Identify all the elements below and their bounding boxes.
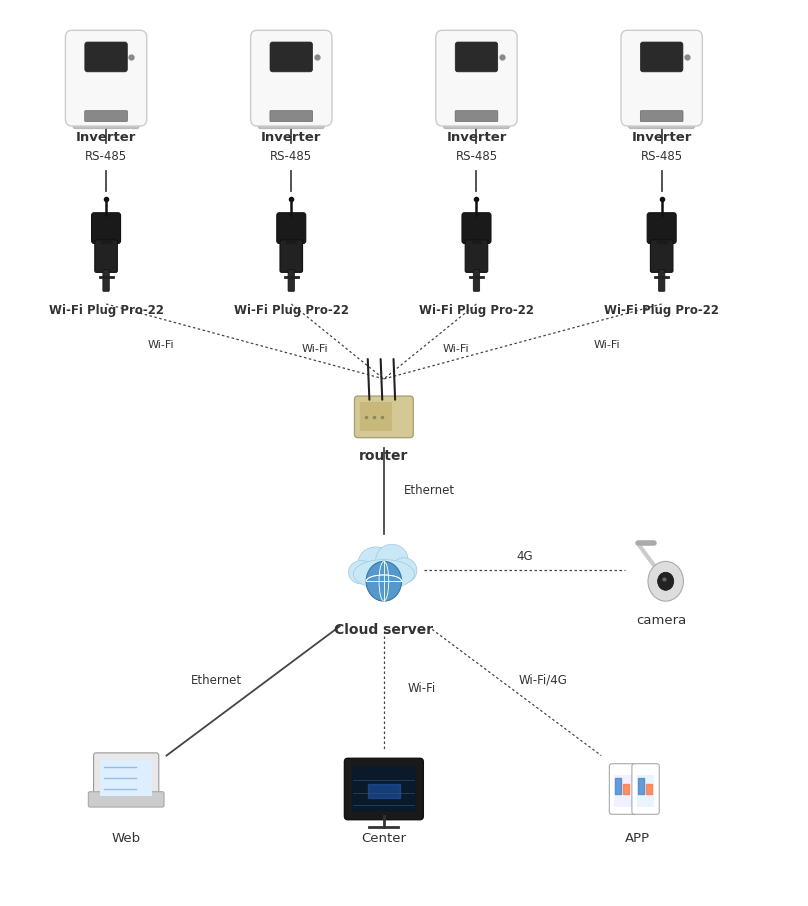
FancyBboxPatch shape xyxy=(100,760,153,796)
FancyBboxPatch shape xyxy=(277,213,305,244)
Text: RS-485: RS-485 xyxy=(456,149,498,162)
FancyBboxPatch shape xyxy=(621,30,702,126)
FancyBboxPatch shape xyxy=(270,42,313,72)
Text: Wi-Fi: Wi-Fi xyxy=(594,340,621,350)
FancyBboxPatch shape xyxy=(629,112,695,129)
Text: Ethernet: Ethernet xyxy=(191,674,242,687)
Ellipse shape xyxy=(376,545,408,575)
FancyBboxPatch shape xyxy=(103,270,109,292)
Text: 4G: 4G xyxy=(516,550,533,564)
Text: Inverter: Inverter xyxy=(76,130,137,143)
Text: Web: Web xyxy=(112,833,141,845)
FancyBboxPatch shape xyxy=(351,766,416,812)
Text: Wi-Fi: Wi-Fi xyxy=(302,344,329,354)
Text: router: router xyxy=(360,449,409,463)
Text: Wi-Fi Plug Pro-22: Wi-Fi Plug Pro-22 xyxy=(419,304,534,317)
FancyBboxPatch shape xyxy=(250,30,332,126)
Text: Wi-Fi Plug Pro-22: Wi-Fi Plug Pro-22 xyxy=(48,304,163,317)
FancyBboxPatch shape xyxy=(65,30,147,126)
Circle shape xyxy=(648,562,684,601)
FancyBboxPatch shape xyxy=(288,270,294,292)
Text: Inverter: Inverter xyxy=(446,130,507,143)
Text: RS-485: RS-485 xyxy=(270,149,313,162)
FancyBboxPatch shape xyxy=(614,775,632,807)
FancyBboxPatch shape xyxy=(473,270,480,292)
Text: Wi-Fi/4G: Wi-Fi/4G xyxy=(519,674,567,687)
FancyBboxPatch shape xyxy=(91,213,120,244)
Text: RS-485: RS-485 xyxy=(641,149,683,162)
FancyBboxPatch shape xyxy=(344,758,423,820)
FancyBboxPatch shape xyxy=(444,112,510,129)
FancyBboxPatch shape xyxy=(270,111,313,121)
FancyBboxPatch shape xyxy=(637,775,654,807)
Text: Center: Center xyxy=(361,833,406,845)
Text: APP: APP xyxy=(625,833,650,845)
FancyBboxPatch shape xyxy=(355,396,413,438)
Text: Wi-Fi Plug Pro-22: Wi-Fi Plug Pro-22 xyxy=(604,304,719,317)
FancyBboxPatch shape xyxy=(455,42,498,72)
FancyBboxPatch shape xyxy=(436,30,517,126)
FancyBboxPatch shape xyxy=(462,213,491,244)
FancyBboxPatch shape xyxy=(280,240,302,273)
FancyBboxPatch shape xyxy=(94,753,159,804)
FancyBboxPatch shape xyxy=(360,402,392,431)
Ellipse shape xyxy=(353,560,415,589)
Text: Cloud server: Cloud server xyxy=(335,622,433,637)
FancyBboxPatch shape xyxy=(632,764,659,814)
FancyBboxPatch shape xyxy=(85,42,128,72)
FancyBboxPatch shape xyxy=(95,240,117,273)
Text: RS-485: RS-485 xyxy=(85,149,127,162)
FancyBboxPatch shape xyxy=(465,240,488,273)
FancyBboxPatch shape xyxy=(650,240,673,273)
Circle shape xyxy=(366,562,402,601)
Text: Wi-Fi: Wi-Fi xyxy=(443,344,469,354)
FancyBboxPatch shape xyxy=(258,112,325,129)
Ellipse shape xyxy=(348,561,374,584)
FancyBboxPatch shape xyxy=(455,111,498,121)
FancyBboxPatch shape xyxy=(88,792,164,807)
FancyBboxPatch shape xyxy=(609,764,637,814)
Ellipse shape xyxy=(391,558,417,583)
FancyBboxPatch shape xyxy=(641,42,683,72)
FancyBboxPatch shape xyxy=(85,111,128,121)
Text: Wi-Fi: Wi-Fi xyxy=(408,682,436,695)
FancyBboxPatch shape xyxy=(659,270,665,292)
Text: Wi-Fi: Wi-Fi xyxy=(148,340,175,350)
FancyBboxPatch shape xyxy=(640,111,683,121)
Text: Ethernet: Ethernet xyxy=(404,485,455,497)
Text: Inverter: Inverter xyxy=(261,130,322,143)
FancyBboxPatch shape xyxy=(647,213,676,244)
Text: camera: camera xyxy=(637,613,687,627)
FancyBboxPatch shape xyxy=(73,112,139,129)
Text: Inverter: Inverter xyxy=(632,130,692,143)
Text: Wi-Fi Plug Pro-22: Wi-Fi Plug Pro-22 xyxy=(234,304,349,317)
Ellipse shape xyxy=(358,547,393,580)
Circle shape xyxy=(658,573,674,591)
